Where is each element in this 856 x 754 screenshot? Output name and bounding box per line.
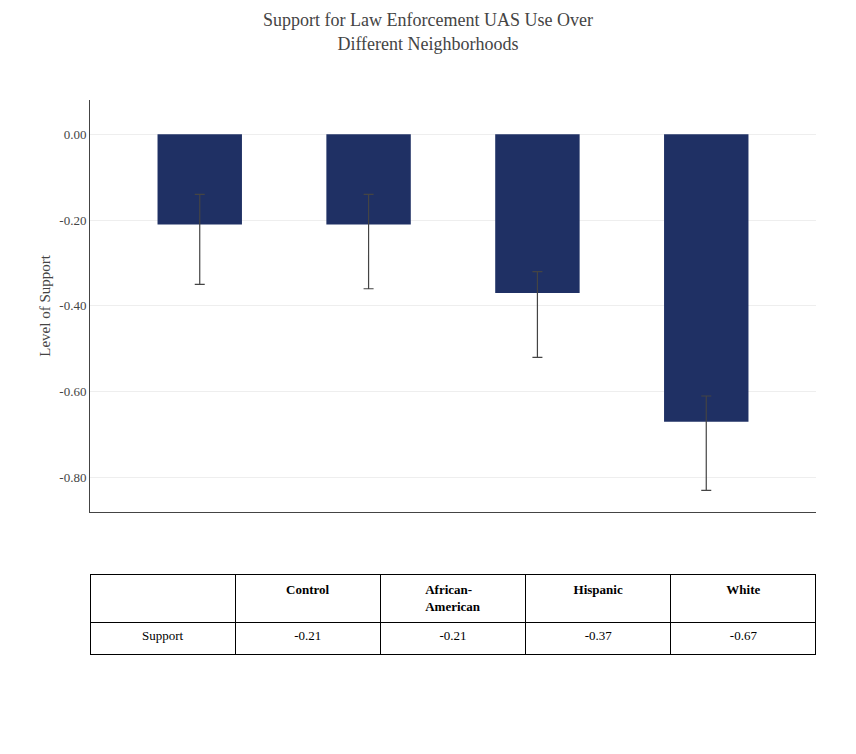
svg-text:Support: Support [142, 628, 184, 643]
svg-text:-0.60: -0.60 [59, 384, 86, 399]
svg-text:Control: Control [286, 582, 329, 597]
svg-text:-0.37: -0.37 [585, 628, 613, 643]
svg-text:-0.40: -0.40 [59, 298, 86, 313]
svg-text:-0.80: -0.80 [59, 470, 86, 485]
svg-text:-0.20: -0.20 [59, 213, 86, 228]
svg-text:-0.67: -0.67 [730, 628, 758, 643]
svg-text:-0.21: -0.21 [439, 628, 466, 643]
svg-text:Support for Law Enforcement UA: Support for Law Enforcement UAS Use Over… [263, 10, 593, 53]
svg-text:0.00: 0.00 [64, 127, 87, 142]
svg-text:-0.21: -0.21 [294, 628, 321, 643]
svg-text:Level of Support: Level of Support [37, 254, 53, 356]
svg-text:African-American: African-American [425, 582, 481, 614]
svg-text:Hispanic: Hispanic [574, 582, 623, 597]
svg-text:White: White [726, 582, 760, 597]
